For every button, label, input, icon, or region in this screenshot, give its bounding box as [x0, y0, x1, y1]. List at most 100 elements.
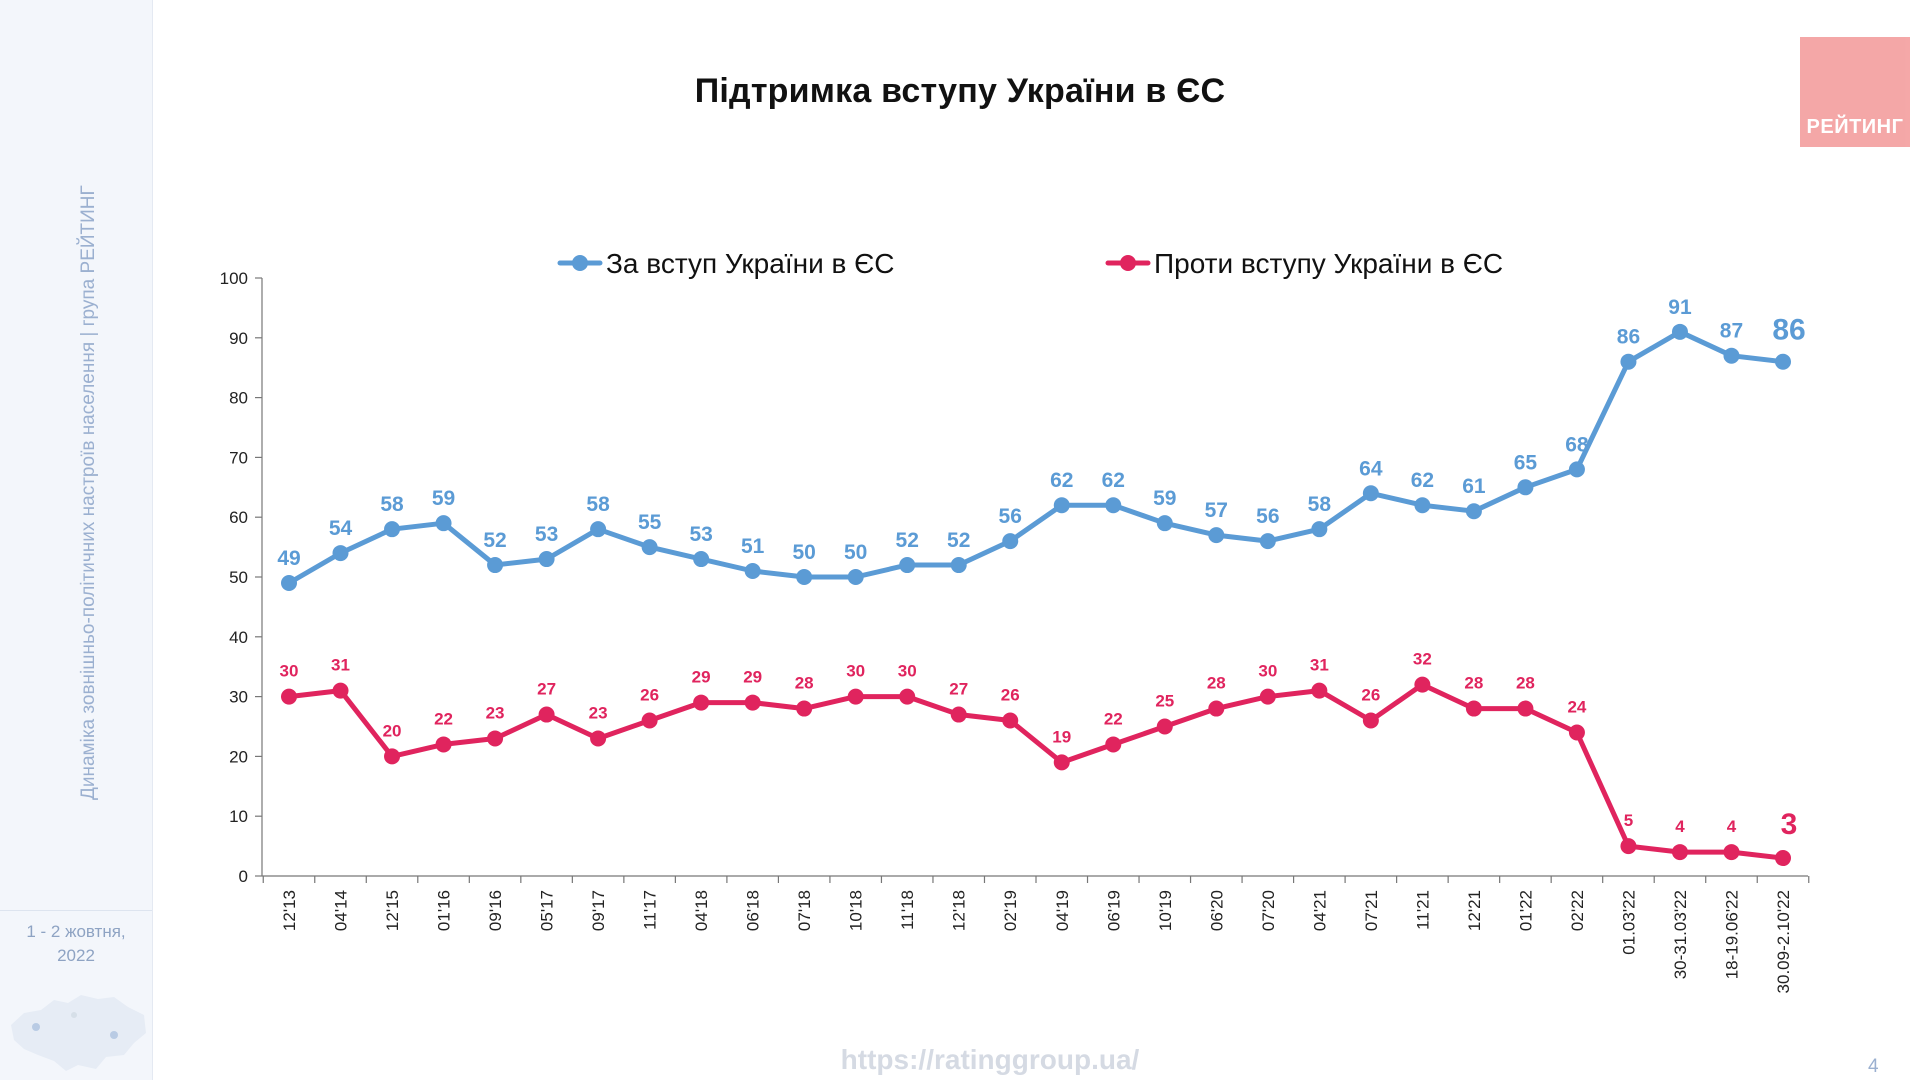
series-1-point	[1671, 323, 1688, 340]
series-line-2	[286, 682, 1786, 861]
x-tick-label: 02'19	[1001, 890, 1020, 931]
x-tick-label: 11'18	[898, 890, 917, 930]
x-tick-label: 11'21	[1413, 890, 1432, 930]
series-2-point	[1105, 736, 1122, 753]
series-2-data-label: 25	[1155, 692, 1174, 711]
series-1-point	[1568, 461, 1585, 478]
series-2-point	[487, 730, 504, 747]
y-tick-label: 90	[229, 329, 248, 348]
series-1-point	[744, 563, 761, 580]
legend-swatch-marker-1	[572, 255, 588, 271]
series-2-point	[847, 688, 864, 705]
series-2-point	[1775, 850, 1791, 867]
series-2-data-label: 20	[383, 721, 402, 740]
series-2-point	[435, 736, 452, 753]
series-1-data-label: 50	[844, 541, 867, 564]
series-2-point	[590, 730, 607, 747]
series-1-data-label: 62	[1050, 469, 1073, 492]
series-1-data-label: 62	[1102, 469, 1125, 492]
series-2-data-label: 29	[743, 668, 762, 687]
series-1-data-label: 54	[329, 517, 353, 540]
series-1-point	[1517, 479, 1534, 496]
series-2-data-label: 30	[1258, 662, 1277, 681]
x-tick-label: 01'16	[435, 890, 454, 931]
x-tick-label: 01.03'22	[1619, 890, 1638, 955]
x-tick-label: 30-31.03'22	[1671, 890, 1690, 979]
legend-swatch-marker-2	[1120, 255, 1136, 271]
series-2-data-label: 28	[1464, 674, 1483, 693]
series-1-data-label: 61	[1462, 475, 1486, 498]
series-2-data-label: 28	[1516, 674, 1535, 693]
series-2-data-label: 5	[1624, 811, 1633, 830]
series-1-data-label: 87	[1720, 320, 1743, 343]
x-tick-label: 09'17	[589, 890, 608, 931]
series-1-data-label: 56	[1256, 505, 1279, 528]
series-2-data-label: 31	[331, 656, 350, 675]
series-2-data-label: 30	[280, 662, 299, 681]
series-1-data-label: 52	[947, 529, 970, 552]
series-2-point	[796, 700, 813, 717]
x-tick-label: 05'17	[538, 890, 557, 931]
series-2-data-label: 27	[537, 680, 556, 699]
series-2-point	[899, 688, 916, 705]
series-2-point	[1259, 688, 1276, 705]
series-2-data-label: 4	[1727, 817, 1737, 836]
series-2-data-label: 30	[846, 662, 865, 681]
rating-logo: РЕЙТИНГ	[1800, 37, 1910, 147]
series-1-data-label: 86	[1772, 314, 1805, 347]
x-tick-label: 06'19	[1104, 890, 1123, 931]
y-tick-label: 50	[229, 568, 248, 587]
series-2-point	[1671, 844, 1688, 861]
series-2-data-label: 29	[692, 668, 711, 687]
series-1-point	[1053, 497, 1070, 514]
series-2-data-label: 22	[1104, 709, 1123, 728]
series-1-point	[693, 551, 710, 568]
series-2-point	[1362, 712, 1379, 729]
series-2-data-label: 3	[1781, 808, 1798, 841]
series-1-data-label: 51	[741, 535, 765, 558]
series-1-data-label: 58	[586, 493, 610, 516]
x-tick-label: 04'18	[692, 890, 711, 931]
series-1-point	[281, 574, 297, 591]
series-2-point	[1465, 700, 1482, 717]
x-tick-label: 04'19	[1053, 890, 1072, 931]
page-number: 4	[1868, 1056, 1879, 1077]
series-1-data-label: 91	[1668, 296, 1692, 319]
series-1-data-label: 64	[1359, 457, 1383, 480]
x-tick-label: 18-19.06'22	[1722, 890, 1741, 979]
series-2-data-label: 19	[1052, 727, 1071, 746]
x-tick-label: 04'21	[1310, 890, 1329, 931]
legend-label-1: За вступ України в ЄС	[606, 248, 895, 279]
series-line-1	[286, 329, 1786, 586]
series-1-point	[847, 569, 864, 585]
series-2-point	[332, 682, 349, 699]
x-tick-label: 02'22	[1568, 890, 1587, 931]
series-2-point	[641, 712, 658, 729]
y-tick-label: 10	[229, 807, 248, 826]
footer-url[interactable]: https://ratinggroup.ua/	[840, 1044, 1140, 1075]
series-1-point	[538, 551, 555, 568]
series-1-data-label: 68	[1565, 433, 1589, 456]
series-2-data-label: 28	[795, 674, 814, 693]
x-tick-label: 07'20	[1259, 890, 1278, 931]
series-1-data-label: 58	[380, 493, 404, 516]
series-1-point	[1208, 527, 1225, 544]
x-tick-label: 12'18	[950, 890, 969, 931]
series-1-point	[641, 539, 658, 556]
ukraine-map-icon	[11, 995, 146, 1071]
series-2-data-label: 24	[1567, 697, 1586, 716]
y-tick-label: 70	[229, 448, 248, 467]
survey-date: 1 - 2 жовтня, 2022	[0, 920, 152, 968]
series-1-point	[899, 557, 916, 574]
series-1-data-label: 59	[432, 487, 455, 510]
rating-logo-text: РЕЙТИНГ	[1806, 116, 1904, 138]
survey-date-line2: 2022	[57, 946, 95, 965]
series-1-data-label: 49	[277, 547, 300, 570]
series-2-data-label: 26	[1361, 686, 1380, 705]
series-1-point	[435, 515, 452, 532]
x-tick-label: 06'20	[1207, 890, 1226, 931]
chart-title: Підтримка вступу України в ЄС	[694, 72, 1226, 110]
series-2-data-label: 23	[486, 703, 505, 722]
legend-label-2: Проти вступу України в ЄС	[1154, 248, 1503, 279]
series-1-point	[1259, 533, 1276, 550]
